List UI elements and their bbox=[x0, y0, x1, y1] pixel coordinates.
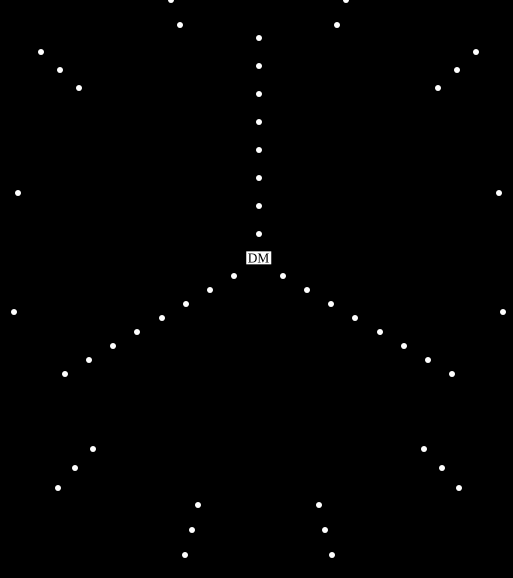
tree-node bbox=[377, 329, 383, 335]
tree-node bbox=[328, 301, 334, 307]
tree-node bbox=[421, 446, 427, 452]
center-node-label: DM bbox=[246, 251, 271, 264]
tree-node bbox=[38, 49, 44, 55]
tree-node bbox=[352, 315, 358, 321]
tree-node bbox=[473, 49, 479, 55]
tree-node bbox=[256, 119, 262, 125]
radial-tree-diagram: DM bbox=[0, 0, 513, 578]
tree-node bbox=[159, 315, 165, 321]
tree-node bbox=[322, 527, 328, 533]
tree-node bbox=[316, 502, 322, 508]
tree-node bbox=[329, 552, 335, 558]
tree-node bbox=[256, 63, 262, 69]
tree-node bbox=[55, 485, 61, 491]
tree-node bbox=[425, 357, 431, 363]
tree-node bbox=[189, 527, 195, 533]
tree-node bbox=[500, 309, 506, 315]
tree-node bbox=[62, 371, 68, 377]
tree-node bbox=[195, 502, 201, 508]
tree-node bbox=[334, 22, 340, 28]
tree-node bbox=[401, 343, 407, 349]
tree-node bbox=[256, 231, 262, 237]
tree-node bbox=[57, 67, 63, 73]
tree-node bbox=[86, 357, 92, 363]
tree-node bbox=[183, 301, 189, 307]
tree-node bbox=[256, 147, 262, 153]
tree-node bbox=[231, 273, 237, 279]
tree-node bbox=[496, 190, 502, 196]
tree-node bbox=[256, 203, 262, 209]
tree-node bbox=[435, 85, 441, 91]
tree-node bbox=[110, 343, 116, 349]
tree-node bbox=[182, 552, 188, 558]
tree-node bbox=[76, 85, 82, 91]
tree-node bbox=[256, 175, 262, 181]
tree-node bbox=[456, 485, 462, 491]
tree-node bbox=[256, 35, 262, 41]
tree-node bbox=[177, 22, 183, 28]
tree-node bbox=[15, 190, 21, 196]
tree-node bbox=[304, 287, 310, 293]
tree-node bbox=[207, 287, 213, 293]
tree-node bbox=[439, 465, 445, 471]
tree-node bbox=[256, 91, 262, 97]
tree-node bbox=[449, 371, 455, 377]
tree-node bbox=[134, 329, 140, 335]
tree-node bbox=[72, 465, 78, 471]
tree-node bbox=[11, 309, 17, 315]
tree-node bbox=[90, 446, 96, 452]
tree-node bbox=[280, 273, 286, 279]
tree-node bbox=[454, 67, 460, 73]
